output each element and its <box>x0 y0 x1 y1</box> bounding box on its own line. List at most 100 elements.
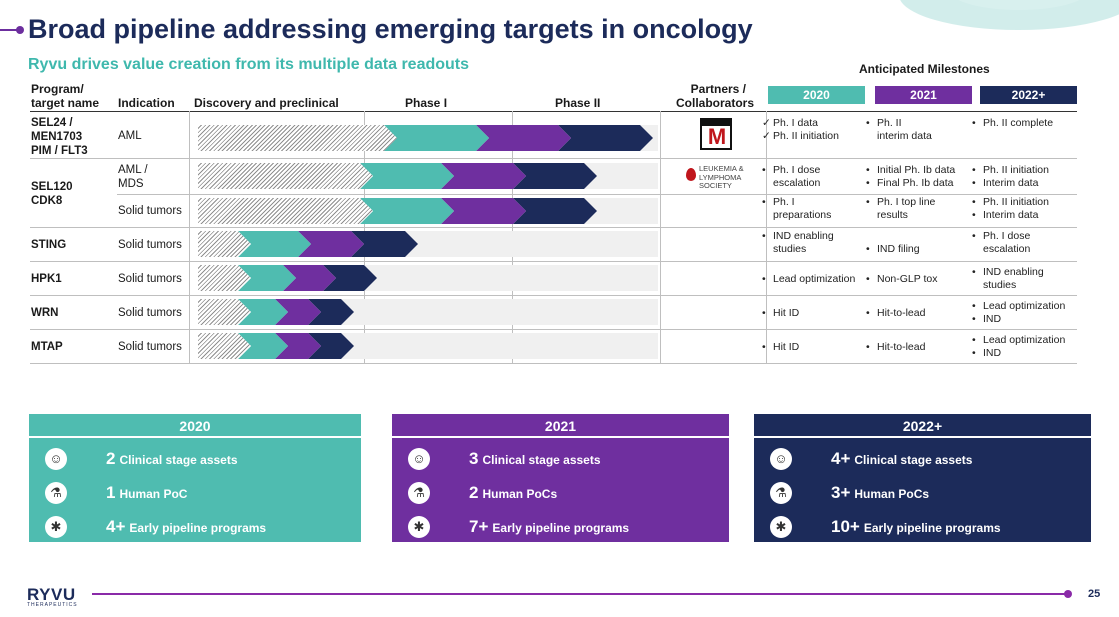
summary-box-2021: 2021 ☺ 3 Clinical stage assets ⚗ 2 Human P… <box>392 414 729 542</box>
summary-early-label: Early pipeline programs <box>492 521 630 535</box>
program-sting: STING <box>31 239 67 251</box>
summary-early: 10+ Early pipeline programs <box>831 517 1001 537</box>
flask-icon: ⚗ <box>408 482 430 504</box>
indication-sel120-aml: AML / MDS <box>118 163 148 191</box>
program-wrn: WRN <box>31 307 59 319</box>
milestone-text: Ph. I top line <box>877 196 936 208</box>
milestone-text: interim data <box>877 130 932 142</box>
milestone-hpk1-2020: • Lead optimization <box>762 273 855 286</box>
bullet-icon: • <box>762 307 766 319</box>
milestone-text: preparations <box>773 209 832 221</box>
purple-segment <box>476 125 571 151</box>
summary-clinical-label: Clinical stage assets <box>854 453 973 467</box>
summary-row-early: ✱ 10+ Early pipeline programs <box>754 512 1091 542</box>
header-phase1: Phase I <box>405 96 448 110</box>
indication-hpk1: Solid tumors <box>118 273 182 285</box>
milestone-year-2022: 2022+ <box>980 86 1077 104</box>
summary-clinical: 4+ Clinical stage assets <box>831 449 972 469</box>
milestone-mtap-2020: • Hit ID <box>762 341 799 354</box>
discovery-segment <box>198 333 251 359</box>
row-divider <box>117 194 1077 195</box>
row-divider <box>30 158 1077 159</box>
milestone-text: Ph. I <box>773 196 795 208</box>
molecule-icon: ✱ <box>45 516 67 538</box>
milestone-text: IND <box>983 313 1002 325</box>
milestone-text: Hit ID <box>773 341 800 353</box>
lls-drop-icon <box>686 168 696 181</box>
bullet-icon: • <box>866 164 870 176</box>
bullet-icon: • <box>972 266 976 278</box>
summary-row-early: ✱ 7+ Early pipeline programs <box>392 512 729 542</box>
purple-segment <box>441 163 526 189</box>
summary-poc-number: 1 <box>106 483 116 502</box>
summary-early: 7+ Early pipeline programs <box>469 517 629 537</box>
milestone-text: Lead optimization <box>773 273 856 285</box>
flask-icon: ⚗ <box>45 482 67 504</box>
summary-box-year: 2022+ <box>754 414 1091 438</box>
bullet-icon: • <box>866 243 870 255</box>
corner-decoration-inner <box>949 0 1089 10</box>
page-title: Broad pipeline addressing emerging targe… <box>28 14 753 44</box>
purple-segment <box>441 198 526 224</box>
bullet-icon: • <box>972 209 976 221</box>
summary-poc-label: Human PoC <box>119 487 188 501</box>
milestone-text: Lead optimization <box>983 300 1066 312</box>
bullet-icon: • <box>972 177 976 189</box>
ryvu-logo: RYVU <box>27 585 76 604</box>
summary-poc: 2 Human PoCs <box>469 483 557 503</box>
indication-wrn: Solid tumors <box>118 307 182 319</box>
navy-segment <box>558 125 653 151</box>
milestone-text: Interim data <box>983 209 1039 221</box>
indication-sel120-aml-line2: MDS <box>118 178 144 190</box>
bullet-icon: • <box>762 341 766 353</box>
indication-sel120-solid: Solid tumors <box>118 205 182 217</box>
column-divider <box>660 111 661 363</box>
milestone-sel120-solid-2020: • Ph. I preparations <box>762 196 831 222</box>
summary-early: 4+ Early pipeline programs <box>106 517 266 537</box>
milestone-sel24-2020: ✓ Ph. I data ✓ Ph. II initiation <box>762 117 839 143</box>
footer-line <box>92 593 1067 595</box>
summary-row-poc: ⚗ 2 Human PoCs <box>392 478 729 508</box>
column-divider <box>189 111 190 363</box>
discovery-segment <box>198 299 251 325</box>
milestone-text: Ph. I data <box>773 117 818 129</box>
program-hpk1: HPK1 <box>31 273 62 285</box>
milestone-sel120-aml-2021: • Initial Ph. Ib data • Final Ph. Ib data <box>866 164 955 190</box>
navy-segment <box>513 163 597 189</box>
teal-segment <box>384 125 489 151</box>
discovery-segment <box>198 265 251 291</box>
header-partners-line1: Partners / <box>690 82 747 96</box>
summary-poc: 1 Human PoC <box>106 483 187 503</box>
milestone-sel120-solid-2022: • Ph. II initiation • Interim data <box>972 196 1049 222</box>
header-partners-line2: Collaborators <box>676 96 755 110</box>
milestone-year-2021: 2021 <box>875 86 972 104</box>
bullet-icon: • <box>972 347 976 359</box>
program-sel120: SEL120 CDK8 <box>31 180 73 208</box>
summary-early-label: Early pipeline programs <box>863 521 1001 535</box>
summary-early-number: 4+ <box>106 517 126 536</box>
summary-poc: 3+ Human PoCs <box>831 483 929 503</box>
milestone-wrn-2020: • Hit ID <box>762 307 799 320</box>
milestone-sel120-aml-2020: • Ph. I dose escalation <box>762 164 820 190</box>
title-bullet-line <box>0 29 20 31</box>
bullet-icon: • <box>866 196 870 208</box>
menarini-logo: M <box>700 118 732 150</box>
molecule-icon: ✱ <box>408 516 430 538</box>
scientist-icon: ☺ <box>408 448 430 470</box>
milestone-sel24-2021: • Ph. II interim data <box>866 117 932 143</box>
lls-logo-text: LEUKEMIA & LYMPHOMA SOCIETY <box>699 164 744 191</box>
milestone-text: Hit-to-lead <box>877 341 926 353</box>
discovery-segment <box>198 125 397 151</box>
milestone-text: IND filing <box>877 243 920 255</box>
discovery-segment <box>198 163 373 189</box>
header-partners: Partners / Collaborators <box>676 82 754 110</box>
milestone-text: Lead optimization <box>983 334 1066 346</box>
summary-poc-number: 3+ <box>831 483 851 502</box>
summary-clinical: 3 Clinical stage assets <box>469 449 601 469</box>
summary-row-early: ✱ 4+ Early pipeline programs <box>29 512 361 542</box>
row-divider <box>30 261 1077 262</box>
milestone-mtap-2022: • Lead optimization • IND <box>972 334 1065 360</box>
milestone-text: studies <box>773 243 807 255</box>
bullet-icon: • <box>972 196 976 208</box>
milestone-text: Ph. II complete <box>983 117 1054 129</box>
